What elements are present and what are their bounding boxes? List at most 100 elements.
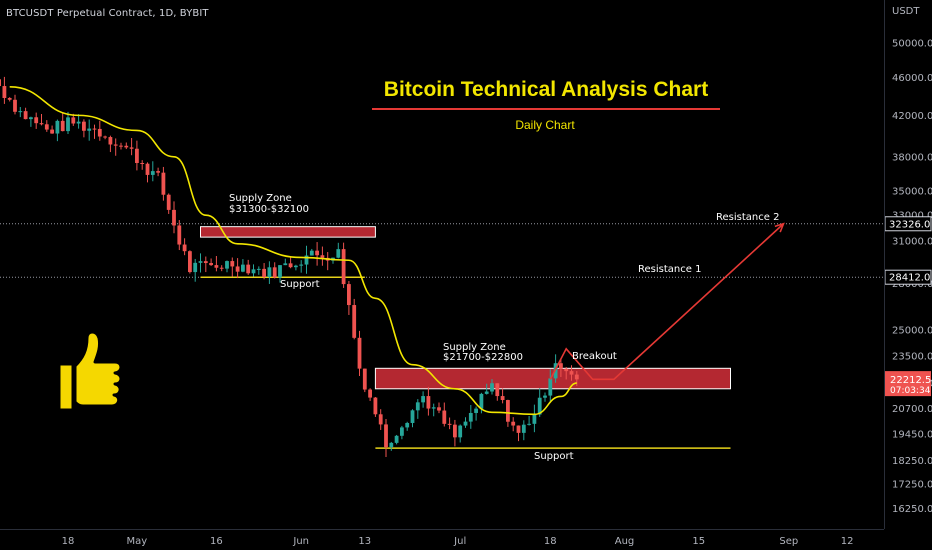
price-level-badge: [884, 216, 932, 232]
candle-body: [203, 261, 208, 264]
candle-body: [256, 268, 261, 270]
x-tick-label: Sep: [779, 536, 798, 547]
candle-body: [453, 424, 457, 438]
candle-body: [431, 407, 436, 409]
candle-body: [145, 163, 150, 175]
candle-body: [166, 194, 171, 210]
candle-body: [219, 267, 224, 269]
supply-zone-1-title: Supply Zone: [229, 193, 292, 204]
candle-body: [0, 79, 1, 87]
candle-body: [103, 136, 107, 138]
candle-body: [108, 137, 113, 145]
candle-body: [357, 337, 362, 369]
candle-body: [60, 120, 65, 132]
candle-body: [378, 414, 383, 425]
candle-body: [389, 442, 394, 448]
candle-body: [44, 124, 49, 130]
thumbs-up-cuff: [57, 362, 75, 412]
candle-body: [569, 371, 574, 375]
candle-body: [246, 264, 251, 274]
candle-body: [421, 396, 425, 403]
y-tick-label: 17250.0: [892, 479, 932, 490]
candle-body: [516, 425, 521, 433]
candle-body: [50, 129, 54, 134]
resistance-2-label: Resistance 2: [716, 212, 780, 223]
support-1-label: Support: [280, 279, 320, 290]
candle-body: [82, 121, 86, 131]
candle-body: [511, 421, 516, 426]
y-axis-unit: USDT: [892, 6, 920, 17]
symbol-title[interactable]: BTCUSDT Perpetual Contract, 1D, BYBIT: [6, 8, 209, 19]
candle-body: [288, 263, 293, 268]
x-tick-label: 12: [841, 536, 854, 547]
candle-body: [415, 402, 420, 411]
candle-body: [156, 171, 160, 173]
y-tick-label: 46000.0: [892, 73, 932, 84]
candle-body: [410, 410, 415, 423]
candle-body: [177, 225, 182, 245]
candle-body: [352, 305, 357, 338]
candle-body: [574, 374, 579, 380]
x-tick-label: Aug: [615, 536, 635, 547]
candle-body: [92, 128, 97, 130]
time-axis-divider: [0, 529, 884, 530]
candle-body: [442, 410, 447, 424]
candle-body: [124, 145, 129, 148]
candle-body: [368, 389, 372, 398]
candle-body: [251, 269, 256, 274]
candle-body: [182, 244, 187, 252]
moving-average-line: [9, 86, 577, 416]
candle-body: [18, 111, 23, 113]
candle-body: [347, 284, 351, 306]
x-tick-label: Jul: [453, 536, 466, 547]
x-tick-label: 16: [210, 536, 223, 547]
candle-body: [230, 261, 235, 267]
x-tick-label: 18: [62, 536, 75, 547]
last-price-value: 22212.5: [890, 375, 931, 386]
candle-body: [188, 251, 192, 273]
candle-body: [113, 144, 118, 146]
candle-body: [490, 383, 494, 392]
candle-body: [140, 163, 145, 165]
resistance-1-label: Resistance 1: [638, 264, 702, 275]
candle-body: [474, 408, 478, 413]
thumbs-up-icon: [57, 330, 123, 412]
candle-body: [400, 427, 404, 436]
candle-body: [564, 368, 569, 372]
candle-body: [336, 249, 341, 258]
candle-body: [320, 255, 325, 258]
candle-body: [543, 395, 547, 398]
candle-body: [299, 264, 304, 266]
y-tick-label: 16250.0: [892, 504, 932, 515]
candle-body: [23, 111, 28, 120]
candle-body: [468, 412, 473, 422]
candle-body: [532, 414, 537, 424]
candle-body: [384, 424, 388, 448]
y-tick-label: 50000.0: [892, 39, 932, 50]
projection-path: [549, 223, 785, 381]
support-2-label: Support: [534, 451, 574, 462]
candle-body: [87, 128, 92, 131]
candle-body: [500, 396, 505, 401]
supply-zone-2-range: $21700-$22800: [443, 352, 523, 363]
chart-title: Bitcoin Technical Analysis Chart: [383, 78, 709, 101]
projection-arrowhead: [774, 222, 785, 233]
x-tick-label: 13: [358, 536, 371, 547]
candle-body: [161, 172, 166, 195]
candle-body: [373, 397, 378, 415]
price-level-value: 32326.0: [889, 219, 930, 230]
last-price-badge: [885, 371, 931, 397]
candle-body: [495, 383, 500, 397]
candle-body: [283, 263, 288, 266]
candle-body: [55, 120, 60, 134]
candle-body: [484, 391, 489, 394]
candle-body: [214, 265, 219, 268]
y-tick-label: 38000.0: [892, 152, 932, 163]
y-tick-label: 31000.0: [892, 237, 932, 248]
candle-body: [479, 393, 484, 409]
price-axis-divider: [884, 0, 885, 529]
candle-body: [521, 424, 526, 433]
y-tick-label: 18250.0: [892, 456, 932, 467]
